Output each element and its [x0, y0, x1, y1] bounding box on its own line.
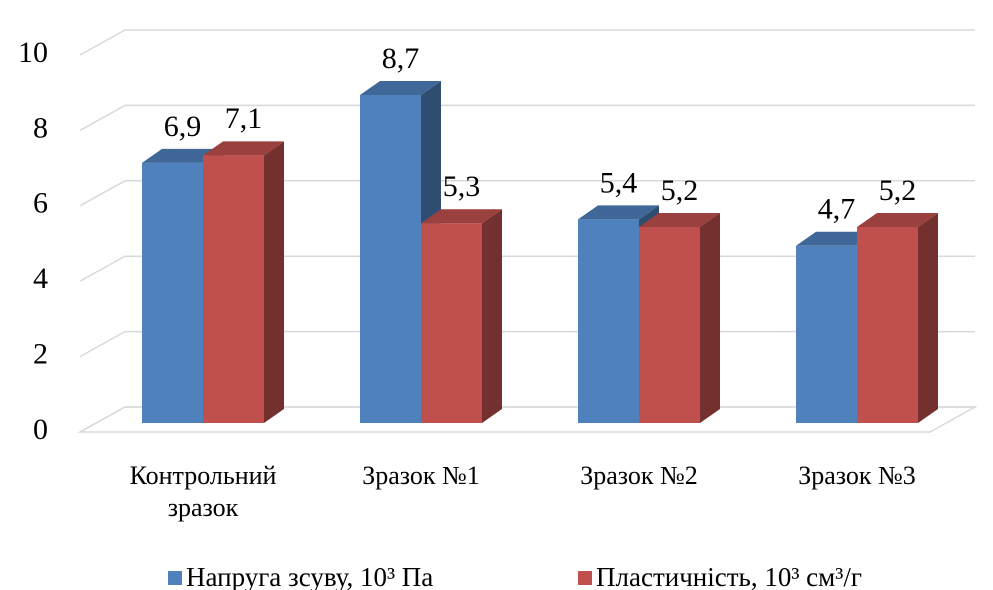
y-tick-label: 2	[33, 337, 48, 370]
legend-label: Напруга зсуву, 10³ Па	[186, 562, 434, 590]
legend-item: Пластичність, 10³ см³/г	[578, 562, 862, 590]
bar-top	[360, 81, 441, 96]
legend-item: Напруга зсуву, 10³ Па	[168, 562, 433, 590]
bar-top	[857, 212, 938, 227]
bar-top	[639, 212, 720, 227]
value-label: 5,3	[443, 170, 481, 203]
bar	[578, 219, 639, 423]
y-tick-label: 6	[33, 187, 48, 220]
grid-line	[79, 180, 975, 207]
bar	[639, 226, 700, 423]
y-tick-label: 4	[33, 262, 48, 295]
y-tick-label: 10	[18, 36, 48, 69]
bar-side	[700, 212, 720, 423]
bar	[857, 226, 918, 423]
bar	[360, 95, 421, 423]
value-label: 4,7	[818, 193, 856, 226]
bar	[203, 155, 264, 423]
bar-side	[482, 209, 502, 423]
bar	[796, 245, 857, 423]
x-tick-label: Зразок №3	[798, 461, 916, 490]
y-tick-label: 0	[33, 413, 48, 446]
y-tick-label: 8	[33, 111, 48, 144]
grid-line	[79, 104, 975, 132]
bar	[421, 223, 482, 423]
bar	[142, 162, 203, 423]
bar-top	[578, 205, 659, 220]
legend-swatch	[578, 570, 592, 585]
bar-side	[918, 212, 938, 423]
value-label: 5,4	[600, 166, 638, 199]
bar-top	[796, 231, 877, 246]
value-label: 7,1	[225, 102, 263, 135]
legend-label: Пластичність, 10³ см³/г	[596, 562, 862, 590]
bar-side	[264, 141, 284, 423]
x-tick-label: Зразок №2	[580, 461, 698, 490]
bar-top	[203, 141, 284, 156]
grid-line	[79, 29, 975, 56]
value-label: 8,7	[382, 42, 420, 75]
value-label: 5,2	[661, 174, 699, 207]
x-tick-label: Контрольний зразок	[129, 461, 277, 522]
bar-top	[421, 209, 502, 224]
x-tick-label: Зразок №1	[362, 461, 480, 490]
floor	[77, 406, 978, 433]
legend-swatch	[168, 570, 182, 585]
bar-top	[142, 148, 223, 163]
value-label: 6,9	[164, 110, 202, 143]
value-label: 5,2	[879, 174, 917, 207]
